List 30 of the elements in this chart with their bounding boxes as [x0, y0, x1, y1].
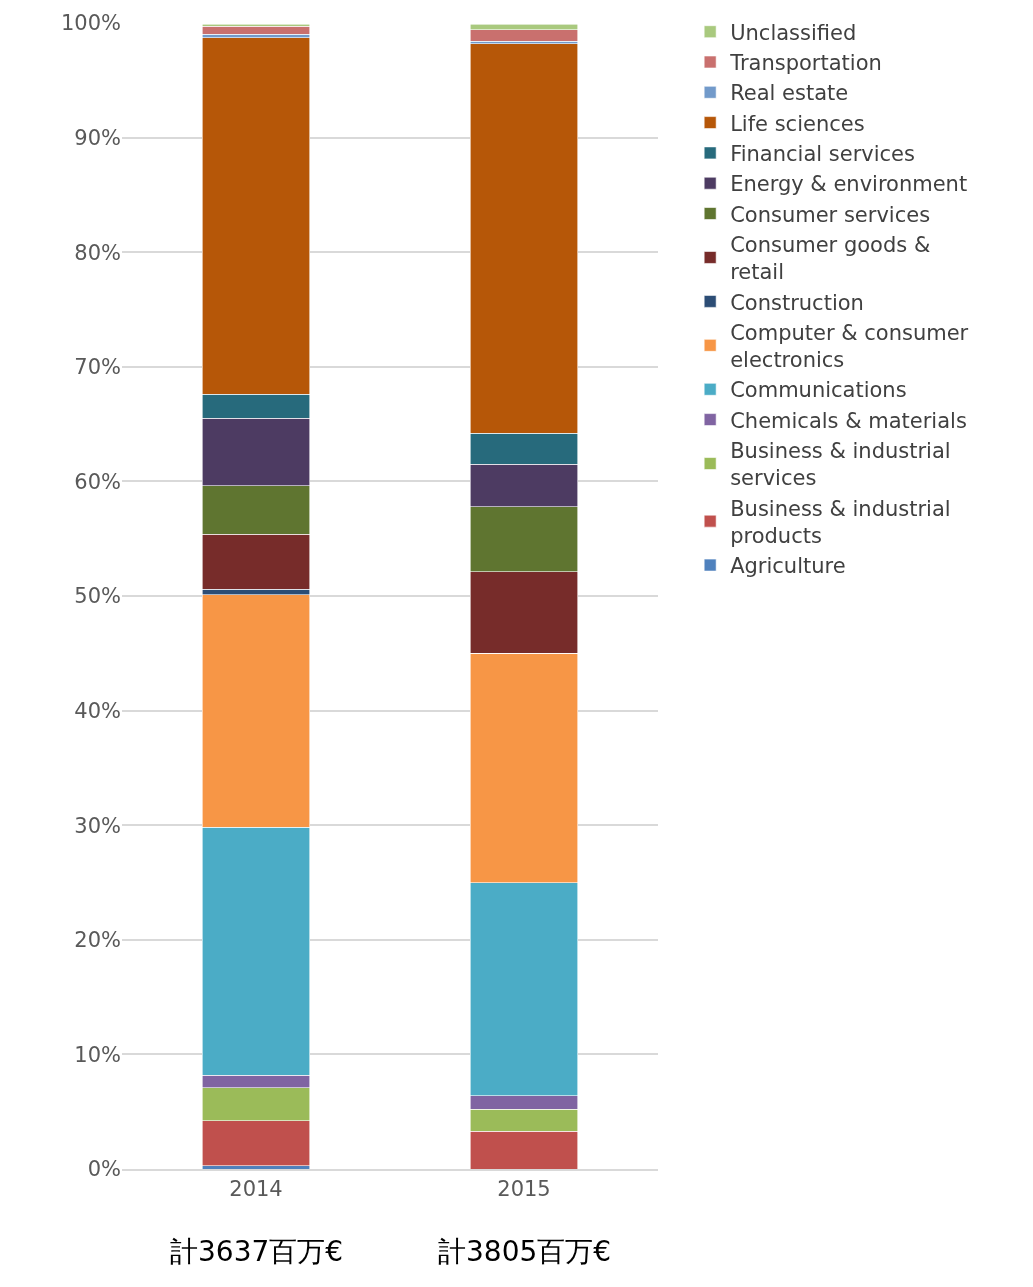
legend-label: Agriculture	[730, 554, 846, 579]
legend-label: Transportation	[729, 51, 882, 76]
legend-label: Real estate	[730, 81, 849, 106]
y-tick-label: 60%	[74, 469, 121, 494]
legend-label: Chemicals & materials	[730, 408, 967, 433]
text: 計3805百万€	[438, 1235, 612, 1268]
legend-label: Business & industrial services	[730, 439, 951, 491]
y-tick-label: 30%	[74, 813, 121, 838]
x-tick-label: 2015	[497, 1177, 551, 1202]
legend-label: Business & industrial products	[730, 496, 951, 548]
y-tick-label: 10%	[74, 1042, 121, 1067]
y-tick-label: 0%	[87, 1157, 121, 1182]
y-tick-label: 100%	[60, 11, 121, 36]
y-tick-label: 40%	[74, 698, 121, 723]
y-tick-label: 50%	[74, 584, 121, 609]
text: 計3637百万€	[170, 1235, 344, 1268]
legend-label: Unclassified	[730, 20, 857, 45]
legend-label: Consumer goods & retail	[730, 232, 931, 285]
y-tick-label: 80%	[74, 240, 121, 265]
x-tick-label: 2014	[229, 1177, 283, 1202]
legend-label: Communications	[730, 378, 907, 403]
legend-label: Construction	[730, 290, 864, 315]
legend-label: Life sciences	[730, 111, 865, 136]
legend-label: Financial services	[730, 142, 915, 167]
legend-label: Energy & environment	[730, 172, 968, 197]
legend-label: Computer & consumer electronics	[730, 320, 969, 373]
y-tick-label: 20%	[74, 928, 121, 953]
y-tick-label: 90%	[74, 125, 121, 150]
y-tick-label: 70%	[74, 355, 121, 380]
legend-label: Consumer services	[730, 202, 931, 227]
